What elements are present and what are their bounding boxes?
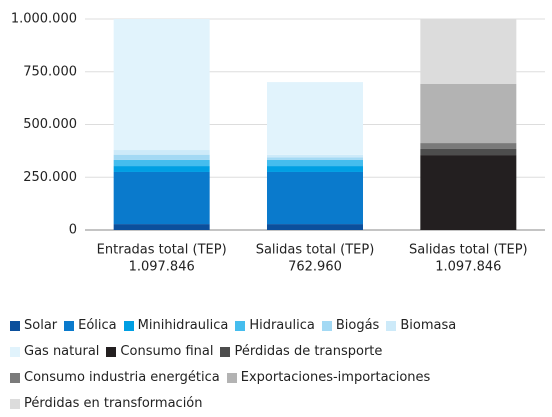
legend-item: Solar xyxy=(10,313,57,339)
legend-label: Pérdidas en transformación xyxy=(24,396,203,411)
bar-segment xyxy=(420,155,517,230)
x-tick-label: Salidas total (TEP) xyxy=(256,243,375,258)
legend-swatch xyxy=(123,321,134,331)
x-tick-label: 1.097.846 xyxy=(435,260,501,275)
legend-swatch xyxy=(10,399,20,409)
legend-item: Pérdidas de transporte xyxy=(220,339,382,365)
legend-label: Biomasa xyxy=(400,318,457,333)
legend-label: Consumo final xyxy=(120,344,214,359)
legend-swatch xyxy=(106,347,117,357)
bar-segment xyxy=(113,154,210,160)
bar-segment xyxy=(113,224,210,230)
legend-label: Gas natural xyxy=(24,344,100,359)
bar-segment xyxy=(267,154,363,158)
bar-segment xyxy=(420,143,517,149)
legend-label: Hidraulica xyxy=(249,318,315,333)
legend-item: Hidraulica xyxy=(235,313,315,339)
bar-segment xyxy=(267,166,363,172)
bar-segment xyxy=(420,19,517,84)
x-tick-label: 1.097.846 xyxy=(129,260,195,275)
bar-segment xyxy=(267,159,363,167)
legend-swatch xyxy=(321,321,332,331)
legend-item: Biogás xyxy=(321,313,380,339)
bar-segment xyxy=(420,83,517,144)
legend-item: Pérdidas en transformación xyxy=(10,391,203,417)
legend-item: Eólica xyxy=(64,313,117,339)
y-tick-label: 750.000 xyxy=(23,64,77,79)
bar-segment xyxy=(267,157,363,160)
y-tick-label: 1.000.000 xyxy=(11,12,77,27)
bar-segment xyxy=(113,171,210,225)
legend-swatch xyxy=(235,321,246,331)
legend-swatch xyxy=(226,373,237,383)
bar-segment xyxy=(267,171,363,225)
legend-item: Consumo final xyxy=(106,339,213,365)
bar-segment xyxy=(113,159,210,167)
legend-label: Biogás xyxy=(335,318,380,333)
legend-label: Eólica xyxy=(78,318,117,333)
bar-segment xyxy=(420,148,517,156)
bar-segment xyxy=(113,166,210,172)
y-tick-label: 500.000 xyxy=(23,117,77,132)
bar-segment xyxy=(267,224,363,230)
bar-segment xyxy=(113,19,210,151)
bar-segment xyxy=(113,150,210,155)
legend-swatch xyxy=(10,347,20,357)
legend-swatch xyxy=(10,373,20,383)
legend-swatch xyxy=(220,347,231,357)
x-tick-label: Entradas total (TEP) xyxy=(97,243,227,258)
y-tick-label: 0 xyxy=(69,223,77,238)
legend-swatch xyxy=(386,321,397,331)
page: 0 250.000 500.000 750.000 1.000.000 Entradas … xyxy=(10,11,545,411)
legend-label: Minihidraulica xyxy=(137,318,229,333)
legend-swatch xyxy=(64,321,75,331)
legend-label: Exportaciones-importaciones xyxy=(240,370,431,385)
legend: Solar Eólica Minihidraulica Hidraulica Biogá… xyxy=(10,313,530,417)
bar-segment xyxy=(267,82,363,155)
x-tick-label: 762.960 xyxy=(288,260,342,275)
legend-label: Solar xyxy=(24,318,58,333)
y-tick-label: 250.000 xyxy=(23,170,77,185)
chart: 0 250.000 500.000 750.000 1.000.000 Entradas … xyxy=(11,12,545,275)
legend-item: Consumo industria energética xyxy=(10,365,220,391)
legend-label: Pérdidas de transporte xyxy=(234,344,383,359)
legend-item: Gas natural xyxy=(10,339,99,365)
x-tick-label: Salidas total (TEP) xyxy=(409,243,528,258)
legend-label: Consumo industria energética xyxy=(24,370,220,385)
legend-item: Exportaciones-importaciones xyxy=(226,365,431,391)
legend-item: Minihidraulica xyxy=(123,313,229,339)
legend-item: Biomasa xyxy=(386,313,456,339)
legend-swatch xyxy=(10,321,20,331)
